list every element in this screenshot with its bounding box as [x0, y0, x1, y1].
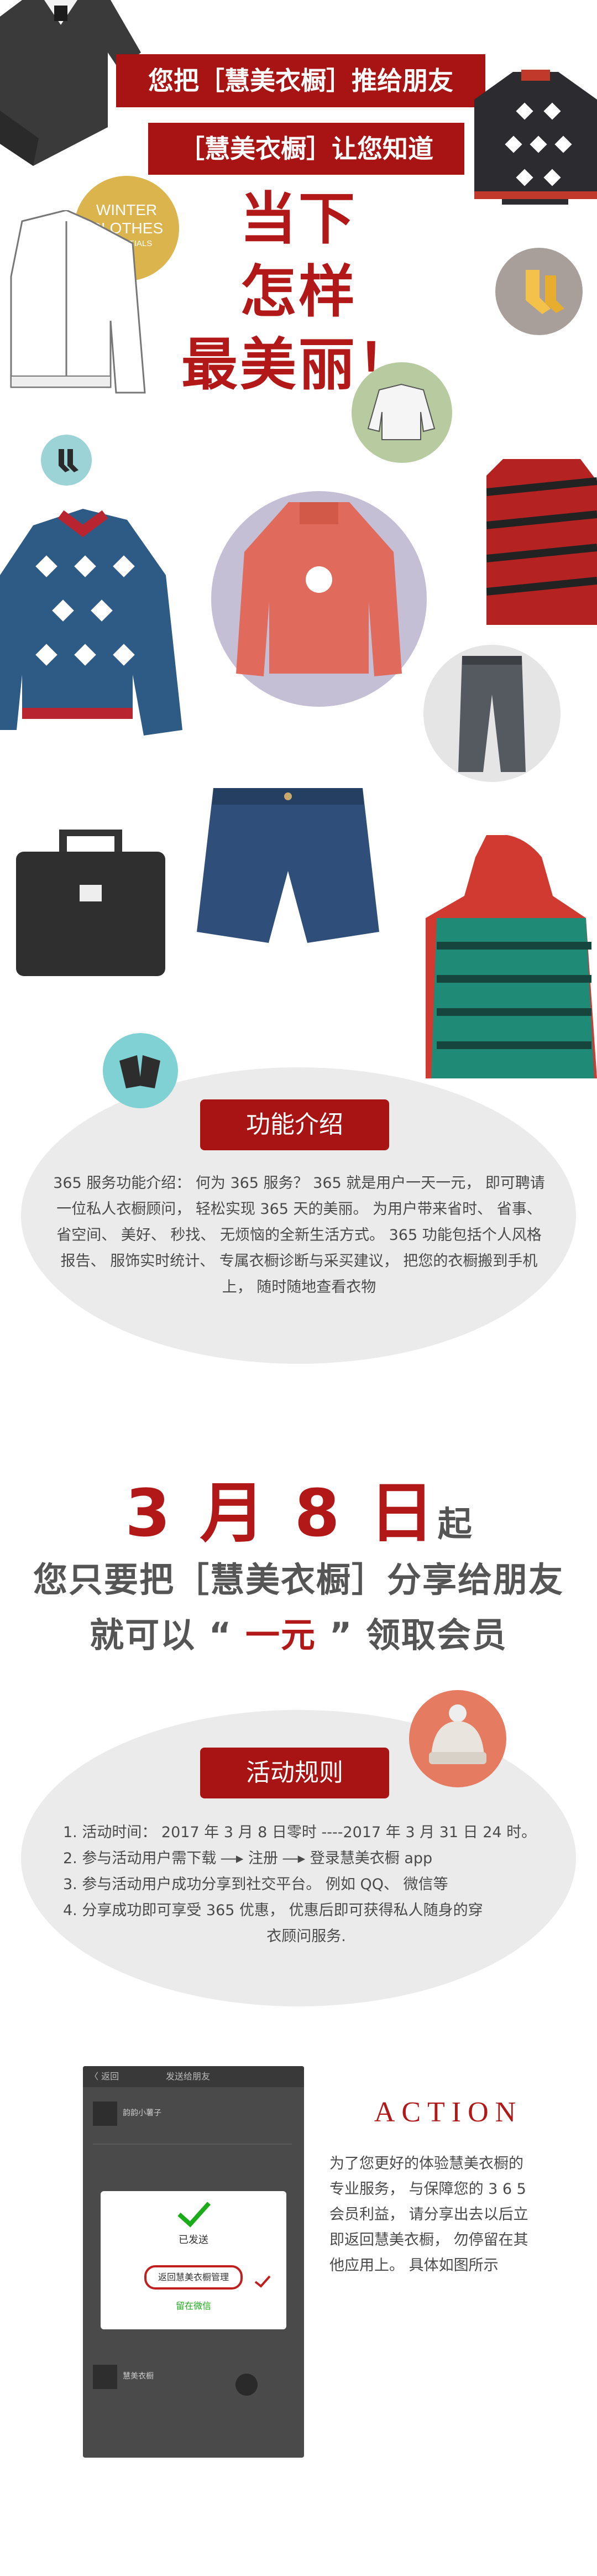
action-line: 即返回慧美衣橱， 勿停留在其 — [329, 2231, 528, 2249]
shirt-illustration — [0, 0, 141, 166]
phone-screenshot: 〈 返回 发送给朋友 韵韵小薯子 已发送 返回慧美衣橱管理 留在微信 慧美衣橱 — [83, 2066, 304, 2458]
app-logo — [235, 2374, 258, 2396]
phone-top-title: 发送给朋友 — [166, 2071, 211, 2082]
hoodie-illustration — [426, 835, 597, 1078]
socks-small-illustration — [41, 435, 92, 486]
divider — [93, 2144, 292, 2145]
action-line: 专业服务， 与保障您的 3 6 5 — [329, 2181, 526, 2198]
promo-date-main: 3 月 8 日 — [125, 1475, 438, 1551]
rule-item: 4. 分享成功即可享受 365 优惠， 优惠后即可获得私人随身的穿 — [63, 1902, 483, 1919]
promo-highlight: 一元 — [245, 1615, 316, 1655]
promo-line2: 就可以 “ 一元 ” 领取会员 — [0, 1607, 597, 1657]
phone-topbar: 〈 返回 发送给朋友 — [83, 2066, 304, 2087]
jacket-illustration — [10, 210, 146, 394]
features-title: 功能介绍 — [200, 1099, 389, 1150]
share-dialog: 已发送 返回慧美衣橱管理 留在微信 — [101, 2191, 286, 2329]
headline-line2: 怎样 — [240, 259, 357, 325]
chat-name-2: 慧美衣橱 — [123, 2372, 154, 2381]
phone-back: 〈 返回 — [90, 2071, 119, 2082]
action-line: 为了您更好的体验慧美衣橱的 — [329, 2155, 523, 2172]
return-button[interactable]: 返回慧美衣橱管理 — [144, 2265, 243, 2290]
badge-line1: WINTER — [96, 201, 158, 218]
rule-item: 衣顾问服务. — [266, 1928, 346, 1945]
sent-label: 已发送 — [179, 2234, 208, 2246]
promo-line2-b: ” 领取会员 — [316, 1615, 507, 1655]
share-banner: 您把［慧美衣橱］推给朋友 — [116, 54, 485, 107]
socks-illustration — [495, 248, 583, 335]
red-sweater-illustration — [211, 491, 427, 707]
action-line: 会员利益， 请分享出去以后立 — [329, 2206, 528, 2223]
striped-jacket-illustration — [486, 459, 597, 625]
brand-banner: ［慧美衣橱］让您知道 — [148, 123, 464, 175]
check-mark-red-icon — [254, 2275, 271, 2288]
chat-avatar-2 — [93, 2365, 117, 2389]
promo-line2-a: 就可以 “ — [90, 1615, 245, 1655]
headline-line1: 当下 — [240, 186, 357, 252]
promo-date: 3 月 8 日起 — [0, 1460, 597, 1555]
promo-date-suffix: 起 — [437, 1504, 472, 1544]
mittens-illustration — [103, 1033, 178, 1108]
trousers-illustration — [423, 645, 561, 782]
promo-line1: 您只要把［慧美衣橱］分享给朋友 — [33, 1560, 564, 1600]
action-title: ACTION — [374, 2097, 523, 2128]
blue-sweater-illustration — [0, 509, 182, 736]
stay-in-wechat-link[interactable]: 留在微信 — [175, 2301, 211, 2311]
rules-title: 活动规则 — [200, 1748, 389, 1798]
rule-item: 1. 活动时间： 2017 年 3 月 8 日零时 ----2017 年 3 月… — [63, 1824, 537, 1841]
action-line: 他应用上。 具体如图所示 — [329, 2257, 499, 2274]
shorts-illustration — [197, 788, 379, 943]
rule-item: 2. 参与活动用户需下载 ―▸ 注册 ―▸ 登录慧美衣橱 app — [63, 1850, 433, 1867]
hat-illustration — [409, 1690, 506, 1787]
features-body: 365 服务功能介绍： 何为 365 服务？ 365 就是用户一天一元， 即可聘… — [53, 1175, 545, 1296]
rules-list: 1. 活动时间： 2017 年 3 月 8 日零时 ----2017 年 3 月… — [63, 1819, 549, 1949]
cardigan-illustration — [352, 362, 452, 463]
action-text: 为了您更好的体验慧美衣橱的 专业服务， 与保障您的 3 6 5 会员利益， 请分… — [329, 2151, 567, 2278]
sweater-illustration — [474, 70, 597, 205]
rule-item: 3. 参与活动用户成功分享到社交平台。 例如 QQ、 微信等 — [63, 1876, 448, 1893]
chat-name: 韵韵小薯子 — [123, 2109, 161, 2118]
briefcase-illustration — [16, 830, 165, 976]
chat-avatar — [93, 2102, 117, 2126]
check-icon — [177, 2202, 211, 2228]
